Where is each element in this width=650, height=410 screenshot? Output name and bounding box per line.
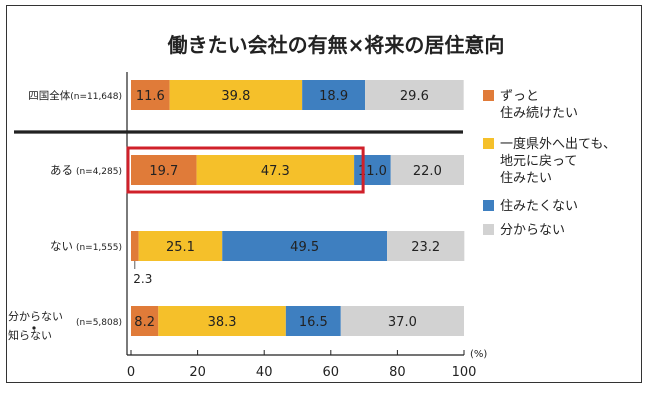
category-n-label: (n=5,808) bbox=[76, 318, 122, 328]
legend-label: 一度県外へ出ても、 bbox=[500, 136, 616, 152]
bar-segment bbox=[390, 155, 464, 185]
data-label: 25.1 bbox=[166, 240, 195, 255]
category-main-label: 四国全体 bbox=[28, 89, 70, 102]
category-n-label: (n=4,285) bbox=[76, 167, 122, 177]
x-tick-label: 60 bbox=[323, 365, 340, 380]
data-label: 11.0 bbox=[358, 164, 387, 179]
bar-segment bbox=[302, 80, 366, 110]
data-label: 29.6 bbox=[400, 89, 429, 104]
category-main-label: ない bbox=[50, 239, 73, 253]
legend-swatch bbox=[483, 224, 494, 235]
category-label: 四国全体(n=11,648) bbox=[28, 89, 122, 102]
bar-segment bbox=[365, 80, 464, 110]
legend-label: 分からない bbox=[500, 223, 565, 238]
category-n-label: (n=11,648) bbox=[70, 92, 122, 102]
data-label: 2.3 bbox=[133, 272, 152, 286]
legend-label: 住み続けたい bbox=[500, 106, 578, 121]
legend-label: ずっと bbox=[500, 89, 539, 104]
data-label: 19.7 bbox=[149, 164, 178, 179]
bar-segment bbox=[158, 306, 286, 336]
chart-frame bbox=[6, 5, 642, 383]
legend-label: 住みたい bbox=[500, 171, 552, 186]
bar-segment bbox=[131, 80, 170, 110]
bar-segment bbox=[131, 155, 197, 185]
data-label: 23.2 bbox=[411, 240, 440, 255]
legend-label: 住みたくない bbox=[500, 199, 578, 214]
data-label: 18.9 bbox=[319, 89, 348, 104]
category-label: 分からない bbox=[8, 310, 63, 323]
bar-segment bbox=[340, 306, 464, 336]
data-label: 37.0 bbox=[388, 315, 417, 330]
x-tick-label: 0 bbox=[127, 365, 135, 380]
bar-segment bbox=[387, 231, 465, 261]
legend-label: 地元に戻って bbox=[500, 154, 577, 169]
bar-segment bbox=[222, 231, 388, 261]
bar-segment bbox=[138, 231, 223, 261]
highlight-box bbox=[126, 146, 365, 194]
category-dot bbox=[32, 326, 36, 330]
data-label: 16.5 bbox=[299, 315, 328, 330]
legend-swatch bbox=[483, 90, 494, 101]
category-label: ある (n=4,285) bbox=[50, 163, 122, 177]
data-label: 39.8 bbox=[221, 89, 250, 104]
data-label: 38.3 bbox=[208, 315, 237, 330]
bar-segment bbox=[169, 80, 303, 110]
data-label: 11.6 bbox=[136, 89, 165, 104]
x-tick-label: 80 bbox=[389, 365, 406, 380]
bar-segment bbox=[285, 306, 341, 336]
bar-segment bbox=[131, 306, 159, 336]
x-tick-label: 40 bbox=[256, 365, 273, 380]
x-tick-label: 100 bbox=[452, 365, 477, 380]
data-label: 49.5 bbox=[290, 240, 319, 255]
data-label: 22.0 bbox=[413, 164, 442, 179]
chart-title: 働きたい会社の有無×将来の居住意向 bbox=[167, 33, 505, 57]
bar-segment bbox=[131, 231, 139, 261]
legend-swatch bbox=[483, 200, 494, 211]
bar-segment bbox=[354, 155, 391, 185]
data-label: 47.3 bbox=[261, 164, 290, 179]
bar-segment bbox=[196, 155, 355, 185]
category-main-label: ある bbox=[50, 163, 73, 177]
x-tick-label: 20 bbox=[189, 365, 206, 380]
data-label: 8.2 bbox=[134, 315, 155, 330]
x-unit-label: (%) bbox=[470, 349, 487, 360]
legend-swatch bbox=[483, 138, 494, 149]
category-label: ない (n=1,555) bbox=[50, 239, 122, 253]
category-label: 知らない bbox=[8, 328, 52, 342]
category-n-label: (n=1,555) bbox=[76, 243, 122, 253]
